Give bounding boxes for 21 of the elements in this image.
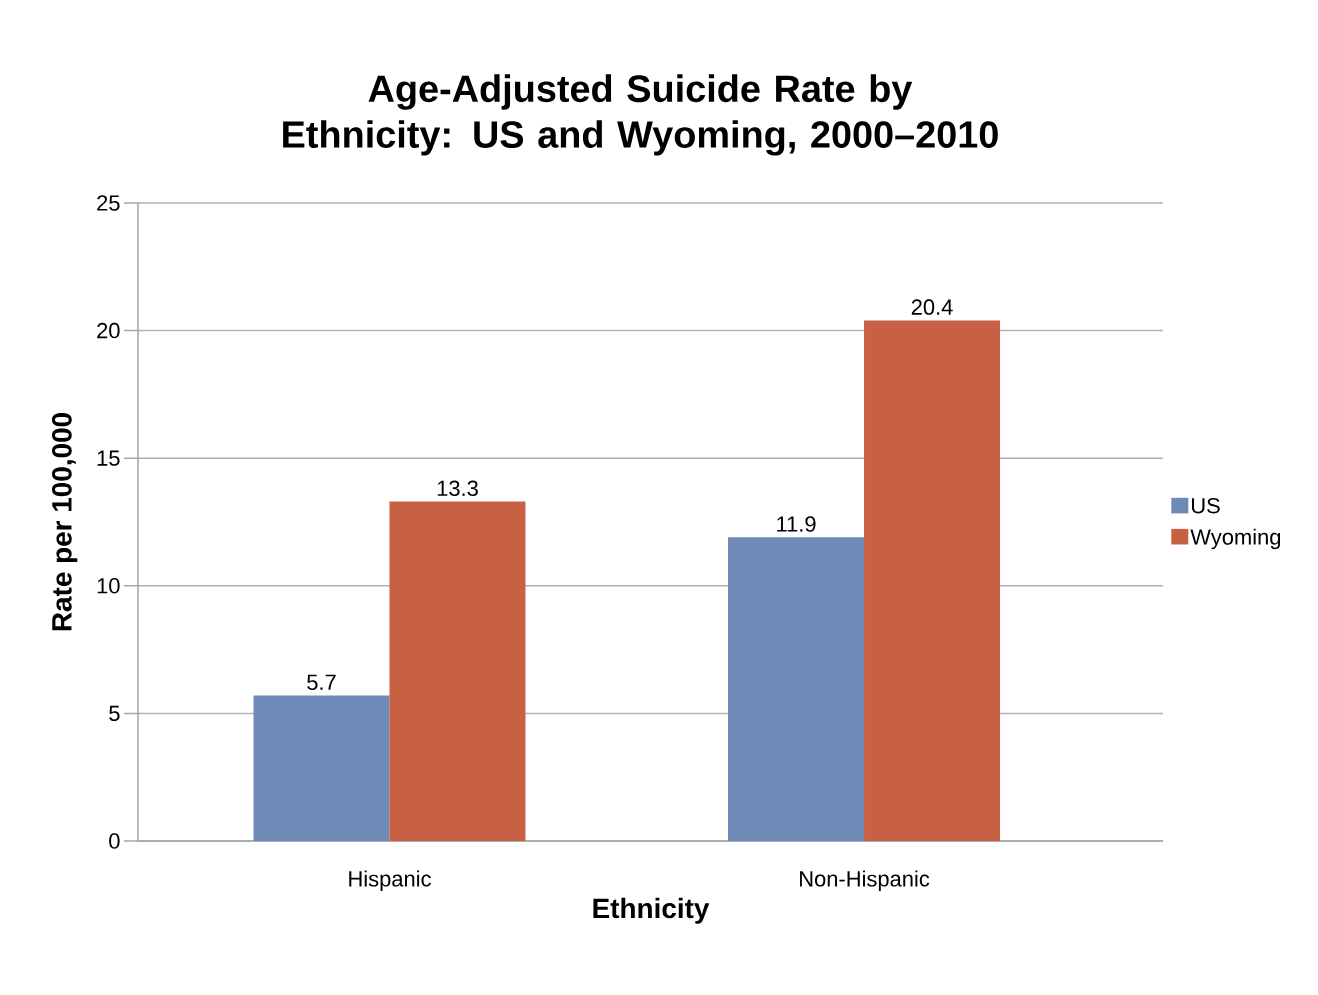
data-label: 11.9: [777, 516, 816, 532]
x-axis-title: Ethnicity: [593, 897, 710, 924]
data-label: 5.7: [307, 674, 336, 691]
bar: [728, 537, 865, 841]
data-label: 20.4: [911, 299, 953, 315]
bar: [864, 320, 1001, 841]
y-tick-label: 25: [97, 195, 120, 211]
legend-label: US: [1191, 497, 1220, 514]
bar: [389, 501, 526, 841]
data-label: 13.3: [437, 480, 478, 497]
chart-title: Age-Adjusted Suicide Rate by Ethnicity: US and Wyoming, 2000–2010: [283, 74, 998, 156]
y-axis-title: Rate per 100,000: [52, 413, 78, 631]
legend-label: Wyoming: [1190, 528, 1281, 550]
x-tick-label: Hispanic: [349, 870, 431, 891]
y-tick-label: 20: [97, 322, 120, 339]
y-tick-label: 15: [97, 450, 120, 466]
y-tick-label: 10: [97, 578, 120, 594]
bar: [253, 695, 390, 841]
x-tick-label: Non-Hispanic: [800, 870, 930, 891]
y-tick-label: 5: [109, 705, 120, 722]
y-tick-label: 0: [109, 833, 120, 849]
